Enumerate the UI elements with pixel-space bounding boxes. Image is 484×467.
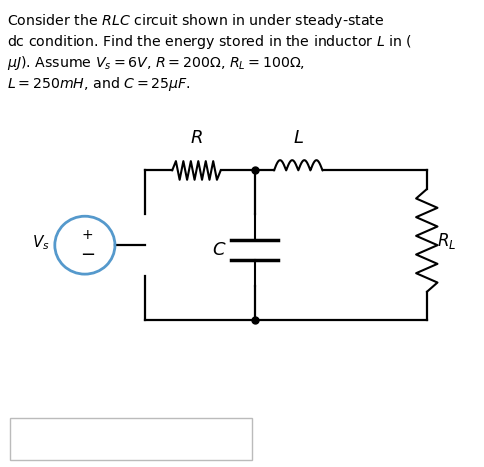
Text: dc condition. Find the energy stored in the inductor $\mathit{L}$ in (: dc condition. Find the energy stored in … (7, 33, 412, 51)
Text: +: + (81, 228, 93, 242)
Text: −: − (79, 246, 95, 263)
Text: Consider the $\mathit{RLC}$ circuit shown in under steady-state: Consider the $\mathit{RLC}$ circuit show… (7, 12, 384, 30)
Text: $C$: $C$ (212, 241, 226, 259)
Text: $L = 250mH$, and $C = 25\mu F$.: $L = 250mH$, and $C = 25\mu F$. (7, 75, 191, 93)
Text: $L$: $L$ (292, 129, 303, 147)
Text: $R$: $R$ (190, 129, 202, 147)
Bar (10, 418, 252, 460)
Text: $R_L$: $R_L$ (437, 231, 456, 250)
Text: $\mu J$). Assume $V_s = 6V$, $R = 200\Omega$, $R_L = 100\Omega$,: $\mu J$). Assume $V_s = 6V$, $R = 200\Om… (7, 54, 305, 72)
Text: $V_s$: $V_s$ (32, 234, 50, 252)
